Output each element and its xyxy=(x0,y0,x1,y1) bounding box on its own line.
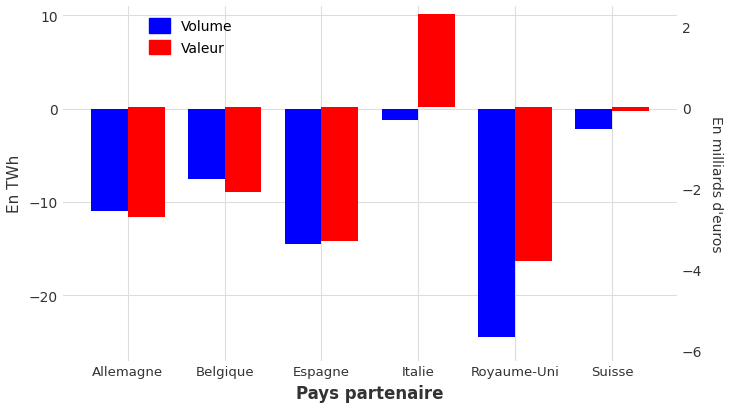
Bar xyxy=(91,109,128,212)
Bar xyxy=(612,108,649,112)
Legend: Volume, Valeur: Volume, Valeur xyxy=(144,14,238,61)
Bar xyxy=(418,15,456,108)
Bar xyxy=(128,108,164,217)
Bar xyxy=(188,109,225,179)
Bar xyxy=(225,108,261,193)
Bar xyxy=(515,108,552,262)
Y-axis label: En TWh: En TWh xyxy=(7,155,22,213)
Y-axis label: En milliards d'euros: En milliards d'euros xyxy=(709,116,723,252)
Bar xyxy=(575,109,612,130)
Bar xyxy=(285,109,321,244)
Bar xyxy=(321,108,358,241)
X-axis label: Pays partenaire: Pays partenaire xyxy=(296,384,444,402)
Bar xyxy=(478,109,515,337)
Bar xyxy=(382,109,418,121)
